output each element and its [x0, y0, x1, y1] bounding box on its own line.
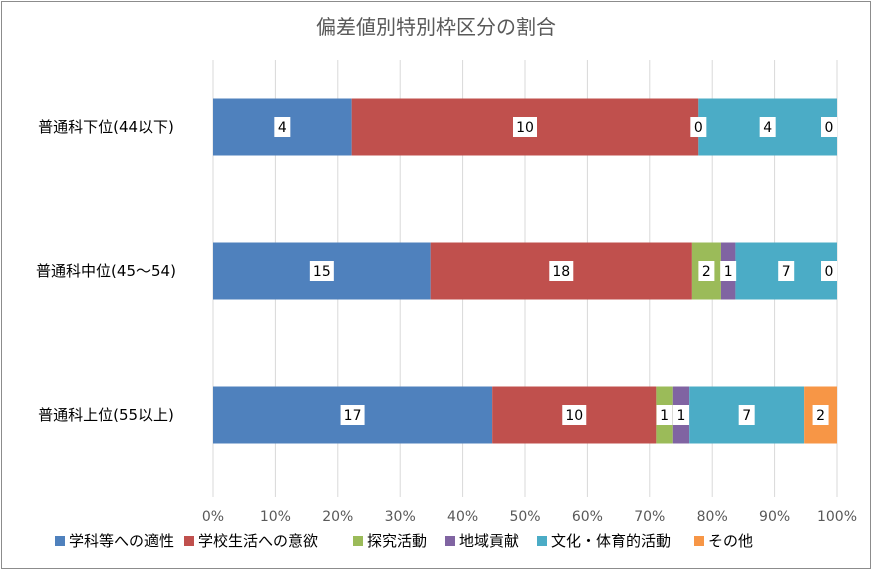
legend-swatch — [55, 536, 65, 546]
data-label-bg — [821, 117, 837, 137]
data-label-bg — [690, 117, 707, 137]
x-tick-label: 60% — [572, 509, 603, 525]
data-label-bg — [673, 405, 689, 425]
data-label-bg — [821, 261, 837, 281]
data-label-bg — [812, 405, 829, 425]
data-label-bg — [340, 405, 365, 425]
data-label: 7 — [742, 408, 751, 424]
x-tick-labels-group: 0% 10% 20% 30% 40% 50% 60% 70% 80% 90% 100% — [202, 509, 857, 525]
legend-label: 学科等への適性 — [69, 532, 174, 550]
data-label: 2 — [702, 264, 711, 280]
x-tick-label: 30% — [385, 509, 416, 525]
data-label: 0 — [825, 264, 834, 280]
data-label-bg — [759, 117, 776, 137]
data-label: 17 — [344, 408, 362, 424]
legend-swatch — [694, 536, 704, 546]
data-label-bg — [309, 261, 334, 281]
x-tick-label: 80% — [697, 509, 728, 525]
data-label-bg — [720, 261, 737, 281]
data-label: 1 — [724, 264, 733, 280]
data-label: 1 — [677, 408, 686, 424]
data-label: 18 — [552, 264, 570, 280]
x-tick-label: 70% — [634, 509, 665, 525]
data-label: 7 — [782, 264, 791, 280]
data-label-bg — [549, 261, 574, 281]
data-label: 2 — [816, 408, 825, 424]
data-label-bg — [656, 405, 673, 425]
category-label: 普通科上位(55以上) — [38, 406, 174, 424]
legend-swatch — [353, 536, 363, 546]
x-tick-label: 100% — [817, 509, 857, 525]
data-label: 10 — [516, 120, 534, 136]
data-label-bg — [738, 405, 755, 425]
data-label-bg — [274, 117, 291, 137]
x-tick-label: 50% — [509, 509, 540, 525]
legend-swatch — [537, 536, 547, 546]
data-label-bg — [778, 261, 795, 281]
bars-group — [213, 98, 837, 444]
x-tick-label: 20% — [322, 509, 353, 525]
data-label: 4 — [763, 120, 772, 136]
data-label-bg — [698, 261, 715, 281]
data-label: 0 — [825, 120, 834, 136]
legend-label: その他 — [708, 532, 753, 550]
data-label: 10 — [565, 408, 583, 424]
chart-title: 偏差値別特別枠区分の割合 — [316, 15, 556, 39]
data-label-bg — [562, 405, 587, 425]
legend-swatch — [184, 536, 194, 546]
data-label-bg — [513, 117, 537, 137]
data-label: 15 — [313, 264, 331, 280]
x-tick-label: 40% — [447, 509, 478, 525]
category-label: 普通科下位(44以下) — [38, 118, 174, 136]
x-tick-label: 10% — [260, 509, 291, 525]
legend-label: 地域貢献 — [459, 532, 519, 550]
data-label: 4 — [278, 120, 287, 136]
legend-label: 学校生活への意欲 — [198, 532, 318, 550]
data-label: 1 — [660, 408, 669, 424]
legend-swatch — [445, 536, 455, 546]
x-tick-label: 0% — [202, 509, 224, 525]
category-labels-group: 普通科下位(44以下) 普通科中位(45～54) 普通科上位(55以上) — [36, 118, 176, 424]
x-tick-label: 90% — [759, 509, 790, 525]
data-label: 0 — [694, 120, 703, 136]
category-label: 普通科中位(45～54) — [36, 262, 176, 280]
legend-label: 文化・体育的活動 — [551, 532, 671, 550]
data-labels-group: 4 10 0 4 015 18 2 1 7 017 10 1 1 7 2 — [274, 117, 837, 425]
legend: 学科等への適性 学校生活への意欲 探究活動 地域貢献 文化・体育的活動 その他 — [55, 532, 753, 550]
legend-label: 探究活動 — [367, 532, 427, 550]
